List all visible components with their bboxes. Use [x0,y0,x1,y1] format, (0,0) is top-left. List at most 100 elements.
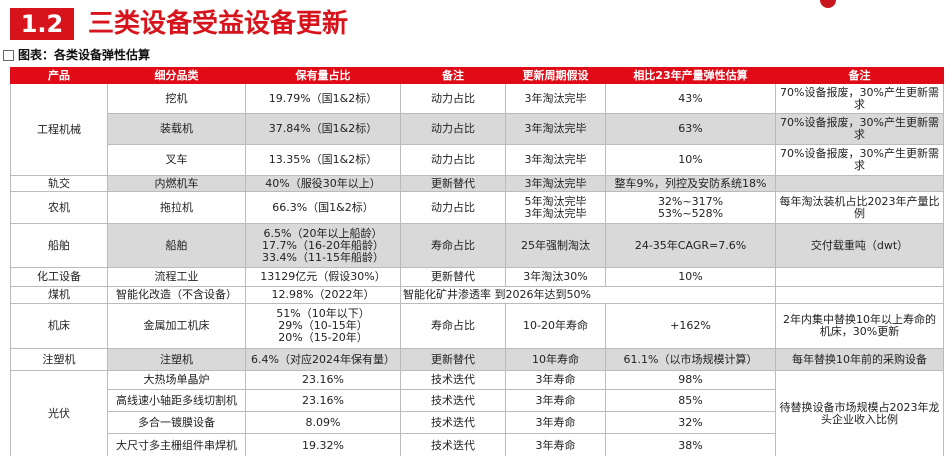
cell-text: 更新替代 [431,176,475,190]
sub-cell: 智能化改造（不含设备） [107,286,246,304]
cell-text: 整车9%，列控及安防系统18% [614,176,767,190]
elasticity-cell: 10% [605,144,776,176]
share-cell: 23.16% [245,370,401,390]
cell-text: 船舶 [165,238,188,252]
product-cell: 船舶 [10,223,108,268]
table-row: 注塑机 注塑机 6.4%（对应2024年保有量） 更新替代 10年寿命 61.1%（以市场… [10,348,944,371]
product-cell: 化工设备 [10,267,108,287]
cell-line: 5年淘汰完毕 [524,194,587,208]
cell-line: 33.4%（11-15年船龄） [262,250,384,264]
remark-cell [775,267,944,287]
cell-text: 化工设备 [37,270,81,283]
logo [820,0,836,8]
share-cell: 12.98%（2022年） [245,286,401,304]
product-cell: 煤机 [10,286,108,304]
note-cell: 寿命占比 [400,303,506,349]
cycle-cell: 3年寿命 [505,411,606,434]
table-row: 煤机 智能化改造（不含设备） 12.98%（2022年） 智能化矿井渗透率 到2026… [10,286,944,304]
sub-cell: 多合一镀膜设备 [107,411,246,434]
cell-text: 3年淘汰完毕 [524,176,587,190]
column-header: 保有量占比 [245,67,401,84]
cell-text: 工程机械 [37,122,81,136]
table-row: 叉车 13.35%（国1&2标） 动力占比 3年淘汰完毕 10% 70%设备报废，30%产… [11,144,944,176]
cell-text: 25年强制淘汰 [521,238,590,252]
cycle-cell: 3年寿命 [505,389,606,412]
share-cell: 6.4%（对应2024年保有量） [245,348,401,371]
cell-text: 技术迭代 [431,373,475,386]
cell-text: 40%（服役30年以上） [265,176,381,190]
cycle-cell: 3年淘汰完毕 [505,83,606,114]
share-cell: 19.79%（国1&2标） [245,83,401,114]
share-cell: 40%（服役30年以上） [245,175,401,192]
cell-text: +162% [670,319,711,332]
sub-cell: 内燃机车 [107,175,246,192]
cell-text: 10年寿命 [532,352,579,366]
sub-cell: 大热场单晶炉 [107,370,246,390]
cell-text: 70%设备报废，30%产生更新需求 [780,116,939,141]
cell-text: 19.79%（国1&2标） [268,91,378,105]
cell-line: 3年淘汰完毕 [524,206,587,220]
elasticity-cell: 63% [605,113,776,145]
cell-text: 动力占比 [431,153,475,166]
cell-text: 大热场单晶炉 [143,373,210,386]
cell-text: 2年内集中替换10年以上寿命的机床，30%更新 [783,313,936,338]
note-cell: 动力占比 [400,83,506,114]
cell-text: 12.98%（2022年） [271,288,375,301]
remark-cell: 70%设备报废，30%产生更新需求 [775,144,944,176]
cell-text: 待替换设备市场规模占2023年龙头企业收入比例 [779,401,940,426]
cell-text: 24-35年CAGR=7.6% [634,238,747,252]
cycle-cell: 3年寿命 [505,433,606,456]
table-row: 船舶 船舶 6.5%（20年以上船龄） 17.7%（16-20年船龄） 33.4%（11… [10,223,944,268]
note-cell: 技术迭代 [400,411,506,434]
cell-text: 19.32% [302,438,344,452]
product-cell: 轨交 [10,175,108,192]
note-cell: 技术迭代 [400,433,506,456]
cell-text: 3年淘汰30% [523,270,588,283]
column-header: 备注 [775,67,944,84]
cell-text: 10% [678,153,703,166]
remark-cell: 交付载重吨（dwt） [775,223,944,268]
cell-text: 交付载重吨（dwt） [810,238,909,252]
remark-cell [775,175,944,192]
cell-text: 技术迭代 [431,438,475,452]
header-row: 产品 细分品类 保有量占比 备注 更新周期假设 相比23年产量弹性估算 备注 [10,67,944,84]
note-cell: 动力占比 [400,191,506,224]
cell-text: 农机 [48,200,70,214]
table-row: 轨交 内燃机车 40%（服役30年以上） 更新替代 3年淘汰完毕 整车9%，列控及安防系统… [10,175,944,192]
column-header: 备注 [400,67,506,84]
cell-text: 3年寿命 [535,373,576,386]
cell-text: 23.16% [302,373,344,386]
sub-cell: 流程工业 [107,267,246,287]
cell-text: 3年寿命 [535,438,576,452]
cell-text: 98% [678,373,703,386]
cell-text: 动力占比 [431,122,475,135]
note-cell: 寿命占比 [400,223,506,268]
column-header: 细分品类 [107,67,246,84]
remark-cell: 70%设备报废，30%产生更新需求 [775,113,944,145]
cell-text: 8.09% [305,415,341,429]
column-header: 产品 [10,67,108,84]
note-cell: 更新替代 [400,175,506,192]
cell-text: 智能化矿井渗透率 到2026年达到50% [403,288,591,301]
cell-text: 寿命占比 [431,319,475,332]
cell-text: 智能化改造（不含设备） [116,288,237,301]
cell-text: 每年替换10年前的采购设备 [792,352,927,366]
sub-cell: 挖机 [107,83,246,114]
table-row: 光伏 大热场单晶炉 23.16% 技术迭代 3年寿命 98% 待替换设备市场规模占2023年… [10,370,944,456]
cycle-cell: 10-20年寿命 [505,303,606,349]
cell-text: 13.35%（国1&2标） [268,153,378,166]
cell-text: 挖机 [165,91,188,105]
cycle-cell: 3年寿命 [505,370,606,390]
cell-line: 6.5%（20年以上船龄） [263,226,383,240]
cell-text: 3年淘汰完毕 [524,122,587,135]
share-cell: 13.35%（国1&2标） [245,144,401,176]
sub-cell: 高线速小轴距多线切割机 [107,389,246,412]
elasticity-cell: 32% [605,411,776,434]
elasticity-cell: 85% [605,389,776,412]
cycle-cell: 10年寿命 [505,348,606,371]
cell-text: 6.4%（对应2024年保有量） [251,352,395,366]
cell-line: 29%（10-15年） [278,319,368,332]
cell-text: 3年寿命 [535,393,576,407]
note-cell: 动力占比 [400,144,506,176]
